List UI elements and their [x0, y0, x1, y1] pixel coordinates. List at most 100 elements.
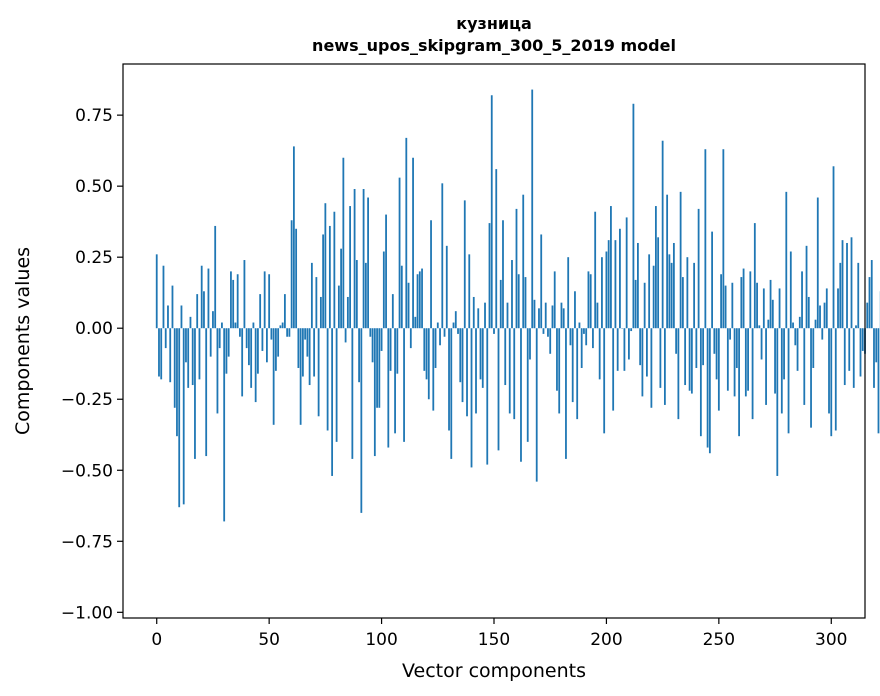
bar: [839, 262, 842, 329]
bar: [506, 302, 509, 329]
bar: [448, 328, 450, 431]
bar: [614, 240, 617, 329]
bar: [421, 268, 423, 329]
bar: [663, 328, 666, 405]
bar: [358, 328, 360, 383]
bar: [834, 328, 837, 431]
bar: [661, 140, 664, 329]
bar: [326, 328, 329, 431]
bar: [717, 328, 720, 411]
bar: [675, 328, 678, 354]
plot-frame: [122, 63, 866, 619]
bar: [283, 294, 286, 329]
bar: [479, 328, 482, 380]
bar: [628, 328, 630, 360]
bar: [551, 305, 554, 329]
y-tick-label: −1.00: [61, 603, 113, 623]
bar: [589, 274, 592, 329]
bar: [214, 225, 217, 329]
bar: [441, 183, 444, 329]
bar: [778, 288, 781, 329]
bar: [556, 328, 558, 391]
bar: [362, 189, 365, 329]
bar: [828, 328, 830, 414]
bar: [654, 206, 657, 329]
bar: [371, 328, 374, 363]
bar: [524, 277, 527, 329]
bar: [726, 328, 729, 391]
bar: [873, 328, 875, 388]
bar: [801, 271, 803, 329]
bar: [391, 294, 394, 329]
bar: [430, 220, 432, 329]
bar: [720, 274, 722, 329]
bar: [250, 328, 253, 388]
bar: [337, 285, 340, 329]
bar: [587, 271, 590, 329]
bar: [866, 302, 869, 329]
bar: [297, 328, 300, 368]
x-tick-label: 250: [703, 630, 735, 650]
bar: [477, 308, 480, 329]
bar: [533, 299, 536, 329]
bar: [335, 328, 338, 442]
bar: [594, 211, 597, 329]
bars-group: [155, 89, 880, 522]
bar: [562, 308, 565, 329]
bar: [277, 328, 280, 357]
bar: [313, 328, 316, 377]
bar: [596, 302, 599, 329]
bar: [549, 328, 552, 354]
bar: [484, 302, 486, 329]
bar: [740, 277, 743, 329]
bar: [272, 328, 275, 425]
bar: [378, 328, 381, 408]
bar: [688, 328, 691, 391]
bar: [333, 211, 336, 329]
bar: [769, 279, 772, 329]
bar: [445, 245, 448, 329]
bar: [414, 316, 417, 329]
bar: [870, 260, 873, 329]
bar: [196, 294, 199, 329]
bar: [340, 248, 342, 329]
bar: [286, 328, 289, 337]
bar: [868, 277, 871, 329]
bar: [535, 328, 538, 482]
bar: [317, 328, 320, 417]
bar: [234, 322, 237, 329]
bar: [169, 328, 172, 383]
bar: [268, 274, 271, 329]
bar: [245, 328, 248, 349]
bar: [569, 328, 572, 346]
bar: [607, 240, 610, 329]
bar: [221, 322, 223, 329]
bar: [547, 328, 549, 337]
bar: [690, 328, 693, 394]
bar: [693, 262, 696, 329]
bar: [470, 328, 473, 468]
chart-title: кузница: [456, 14, 532, 33]
bar: [684, 328, 687, 386]
bar: [385, 214, 387, 329]
bar: [263, 271, 266, 329]
bar: [439, 328, 441, 346]
bar: [706, 328, 709, 448]
bar: [807, 296, 810, 329]
bar: [176, 328, 178, 437]
bar: [416, 274, 419, 329]
bar: [695, 328, 698, 368]
bar: [515, 208, 518, 329]
bar: [425, 328, 428, 380]
bar: [230, 271, 232, 329]
bar: [850, 237, 853, 329]
bar: [697, 208, 700, 329]
bar: [814, 319, 817, 329]
bar: [823, 302, 826, 329]
bar: [198, 328, 201, 380]
bar: [810, 328, 812, 428]
bar: [508, 328, 511, 414]
bar: [292, 146, 295, 329]
bar: [612, 328, 615, 411]
bar: [803, 328, 806, 405]
